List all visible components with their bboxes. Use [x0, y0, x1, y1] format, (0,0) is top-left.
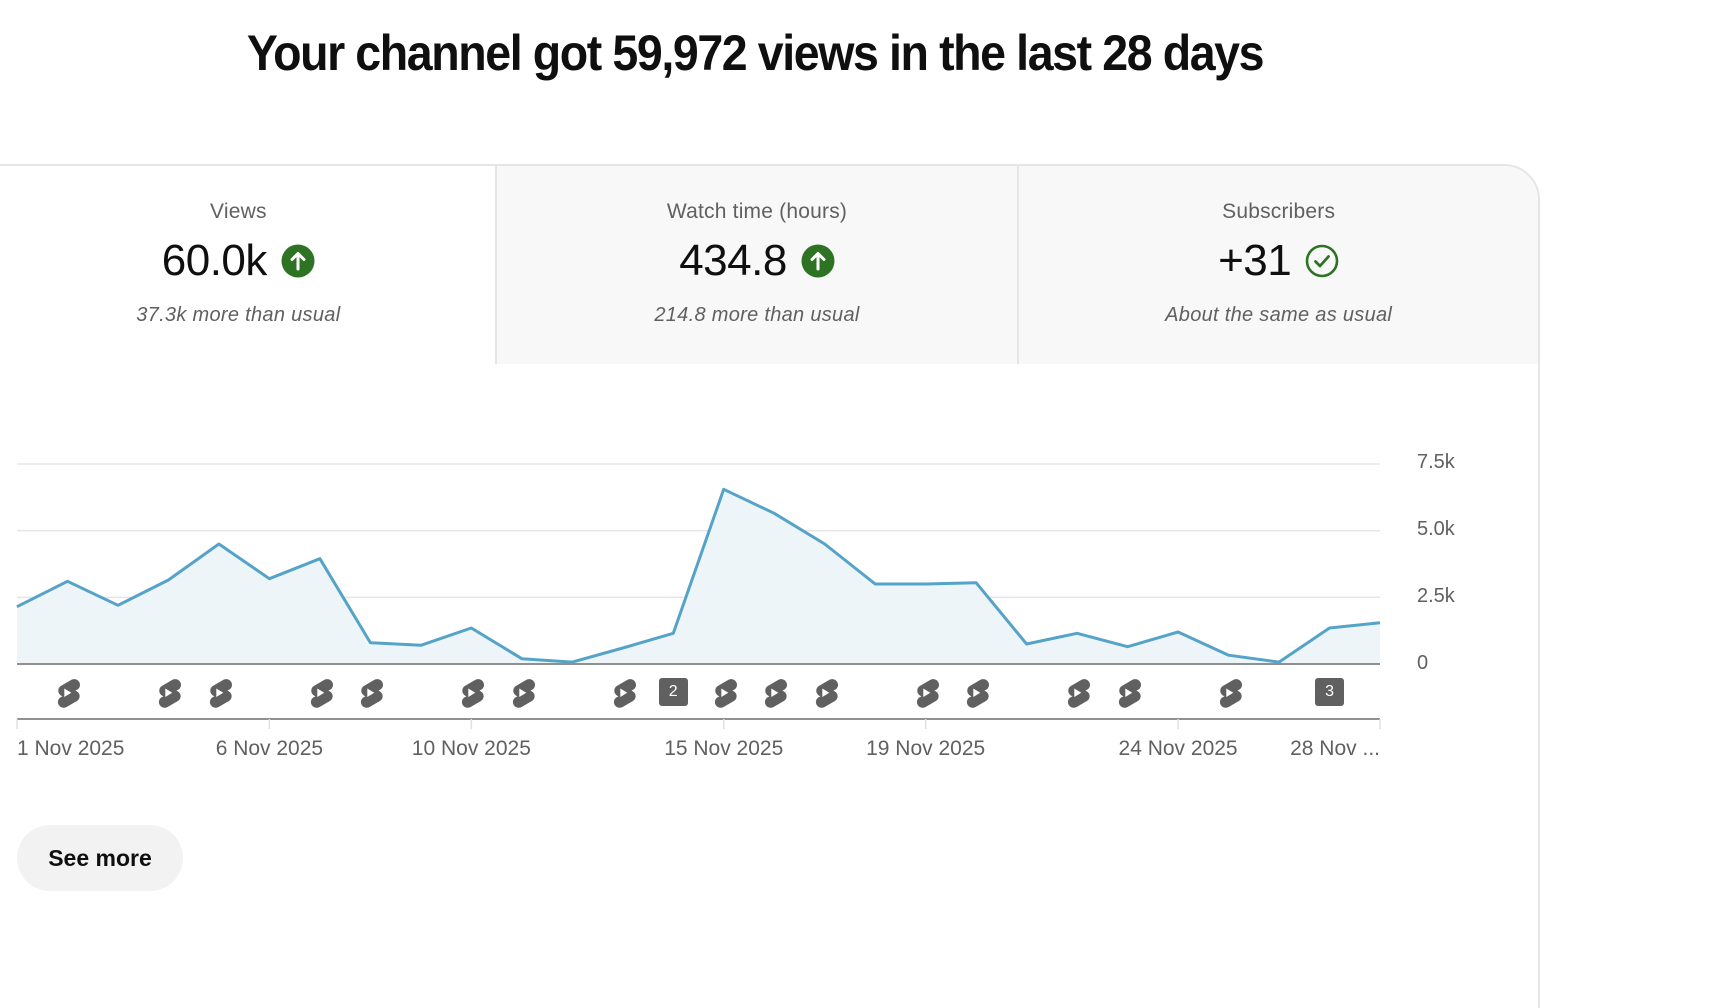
tab-note: About the same as usual: [1165, 304, 1393, 326]
tab-value: +31: [1218, 236, 1292, 285]
shorts-icon[interactable]: [761, 678, 788, 708]
shorts-icon[interactable]: [54, 678, 81, 708]
tab-watch-time[interactable]: Watch time (hours) 434.8 214.8 more than…: [494, 166, 1018, 364]
upload-group-badge[interactable]: 3: [1315, 678, 1345, 706]
check-circle-icon: [1305, 244, 1339, 278]
shorts-icon[interactable]: [1064, 678, 1091, 708]
tab-label: Watch time (hours): [666, 200, 848, 223]
shorts-icon[interactable]: [357, 678, 384, 708]
arrow-up-circle-icon: [801, 244, 835, 278]
see-more-button[interactable]: See more: [17, 825, 183, 891]
shorts-icon[interactable]: [711, 678, 737, 708]
tab-label: Subscribers: [1222, 200, 1336, 223]
shorts-icon[interactable]: [1216, 678, 1242, 708]
upload-group-badge[interactable]: 2: [658, 678, 688, 706]
shorts-icon[interactable]: [913, 678, 939, 708]
shorts-icon[interactable]: [458, 678, 485, 708]
shorts-icon[interactable]: [812, 678, 838, 708]
shorts-icon[interactable]: [963, 678, 990, 708]
shorts-icon[interactable]: [1115, 678, 1141, 708]
page-headline: Your channel got 59,972 views in the las…: [246, 25, 1265, 81]
arrow-up-circle-icon: [281, 244, 315, 278]
tab-label: Views: [210, 200, 267, 223]
tab-note: 37.3k more than usual: [136, 304, 341, 326]
tab-subscribers[interactable]: Subscribers +31 About the same as usual: [1017, 166, 1538, 364]
shorts-icon[interactable]: [307, 678, 333, 708]
tab-value: 434.8: [679, 236, 787, 285]
tab-value-row: +31: [1019, 236, 1538, 286]
shorts-icon[interactable]: [509, 678, 535, 708]
analytics-card: Views 60.0k 37.3k more than usual Watch …: [0, 164, 1540, 1008]
shorts-icon[interactable]: [610, 678, 636, 708]
tab-value: 60.0k: [161, 236, 268, 285]
tab-note: 214.8 more than usual: [654, 304, 860, 326]
tab-value-row: 60.0k: [0, 236, 495, 286]
shorts-icon[interactable]: [155, 678, 182, 708]
tab-views[interactable]: Views 60.0k 37.3k more than usual: [0, 166, 495, 364]
metric-tabs: Views 60.0k 37.3k more than usual Watch …: [0, 166, 1538, 364]
shorts-icon[interactable]: [206, 678, 232, 708]
tab-value-row: 434.8: [497, 236, 1018, 286]
